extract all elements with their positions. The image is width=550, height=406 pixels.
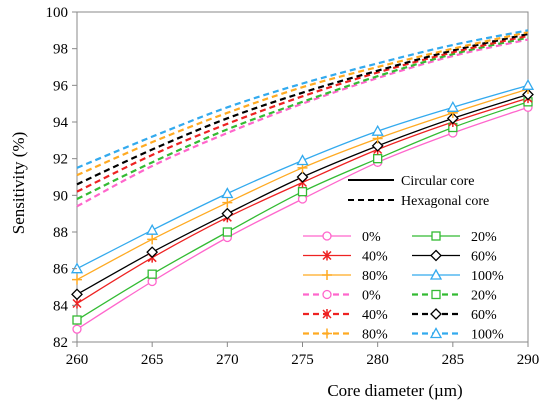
x-axis-title: Core diameter (µm) — [327, 381, 462, 400]
legend-label: 20% — [471, 230, 497, 245]
data-point — [72, 274, 82, 285]
data-point — [72, 315, 82, 325]
legend-label: 0% — [362, 230, 381, 245]
series-line-hexagonal-11 — [76, 29, 529, 169]
legend-label: 40% — [362, 308, 388, 323]
legend-label: 40% — [362, 250, 388, 265]
legend-style-label: Circular core — [401, 174, 474, 189]
legend-label: 100% — [471, 269, 504, 284]
legend-label: 20% — [471, 289, 497, 304]
data-point — [147, 269, 157, 279]
legend-label: 60% — [471, 308, 497, 323]
data-point — [446, 112, 459, 125]
data-point — [146, 246, 159, 259]
data-point — [221, 187, 234, 199]
x-tick-label: 285 — [442, 352, 465, 368]
legend-marker — [430, 308, 442, 320]
data-point — [222, 227, 232, 237]
legend-marker — [322, 250, 332, 261]
series-line-circular-1 — [76, 101, 529, 321]
legend-marker — [431, 289, 441, 300]
data-point — [373, 154, 383, 164]
legend-marker — [430, 249, 442, 262]
data-point — [146, 223, 159, 235]
x-tick-label: 270 — [216, 352, 239, 368]
data-point — [221, 207, 234, 220]
y-tick-label: 96 — [53, 78, 69, 94]
y-tick-label: 88 — [53, 225, 68, 241]
legend: Circular core Hexagonal core 0% 20% 40% 60% 80… — [303, 174, 504, 343]
series-markers — [70, 78, 535, 334]
x-tick-label: 265 — [141, 352, 164, 368]
y-tick-label: 100 — [46, 5, 69, 21]
data-point — [371, 139, 384, 152]
data-point — [72, 324, 82, 334]
y-tick-label: 98 — [53, 42, 68, 58]
data-point — [521, 78, 535, 90]
legend-marker — [429, 268, 443, 280]
x-tick-label: 260 — [66, 352, 89, 368]
y-axis-title: Sensitivity (%) — [9, 132, 28, 234]
data-point — [297, 187, 308, 197]
y-tick-label: 84 — [53, 298, 69, 314]
series-line-hexagonal-7 — [76, 36, 529, 200]
x-tick-label: 275 — [291, 352, 314, 368]
y-tick-label: 90 — [53, 188, 68, 204]
legend-marker — [322, 328, 332, 339]
series-line-hexagonal-10 — [76, 31, 529, 177]
legend-label: 0% — [362, 289, 381, 304]
y-tick-label: 92 — [53, 152, 68, 168]
legend-label: 60% — [471, 250, 497, 265]
axis-tick-labels: 260 265 270 275 280 285 290 82 84 86 88 90 92 94 96 98 1… — [46, 5, 540, 368]
y-tick-label: 94 — [53, 115, 69, 131]
y-tick-label: 86 — [53, 262, 69, 278]
data-point — [222, 197, 233, 208]
axis-ticks — [72, 11, 529, 347]
legend-label: 80% — [362, 269, 388, 284]
data-point — [71, 288, 83, 301]
data-point — [147, 234, 158, 245]
data-point — [296, 171, 309, 183]
data-point — [446, 100, 459, 112]
y-tick-label: 82 — [53, 335, 68, 351]
series-line-hexagonal-6 — [76, 38, 529, 208]
legend-marker — [429, 327, 443, 339]
data-point — [371, 124, 384, 136]
legend-style-label: Hexagonal core — [401, 194, 489, 209]
x-tick-label: 280 — [366, 352, 389, 368]
data-point — [522, 88, 534, 101]
series-line-hexagonal-9 — [76, 32, 529, 186]
legend-marker — [322, 231, 332, 241]
legend-label: 100% — [471, 328, 504, 343]
x-tick-label: 290 — [517, 352, 540, 368]
legend-marker — [431, 231, 441, 241]
data-point — [296, 154, 309, 166]
legend-marker — [322, 309, 332, 319]
legend-marker — [322, 270, 332, 280]
legend-label: 80% — [362, 328, 388, 343]
legend-marker — [322, 289, 332, 300]
series-line-hexagonal-8 — [76, 34, 529, 193]
